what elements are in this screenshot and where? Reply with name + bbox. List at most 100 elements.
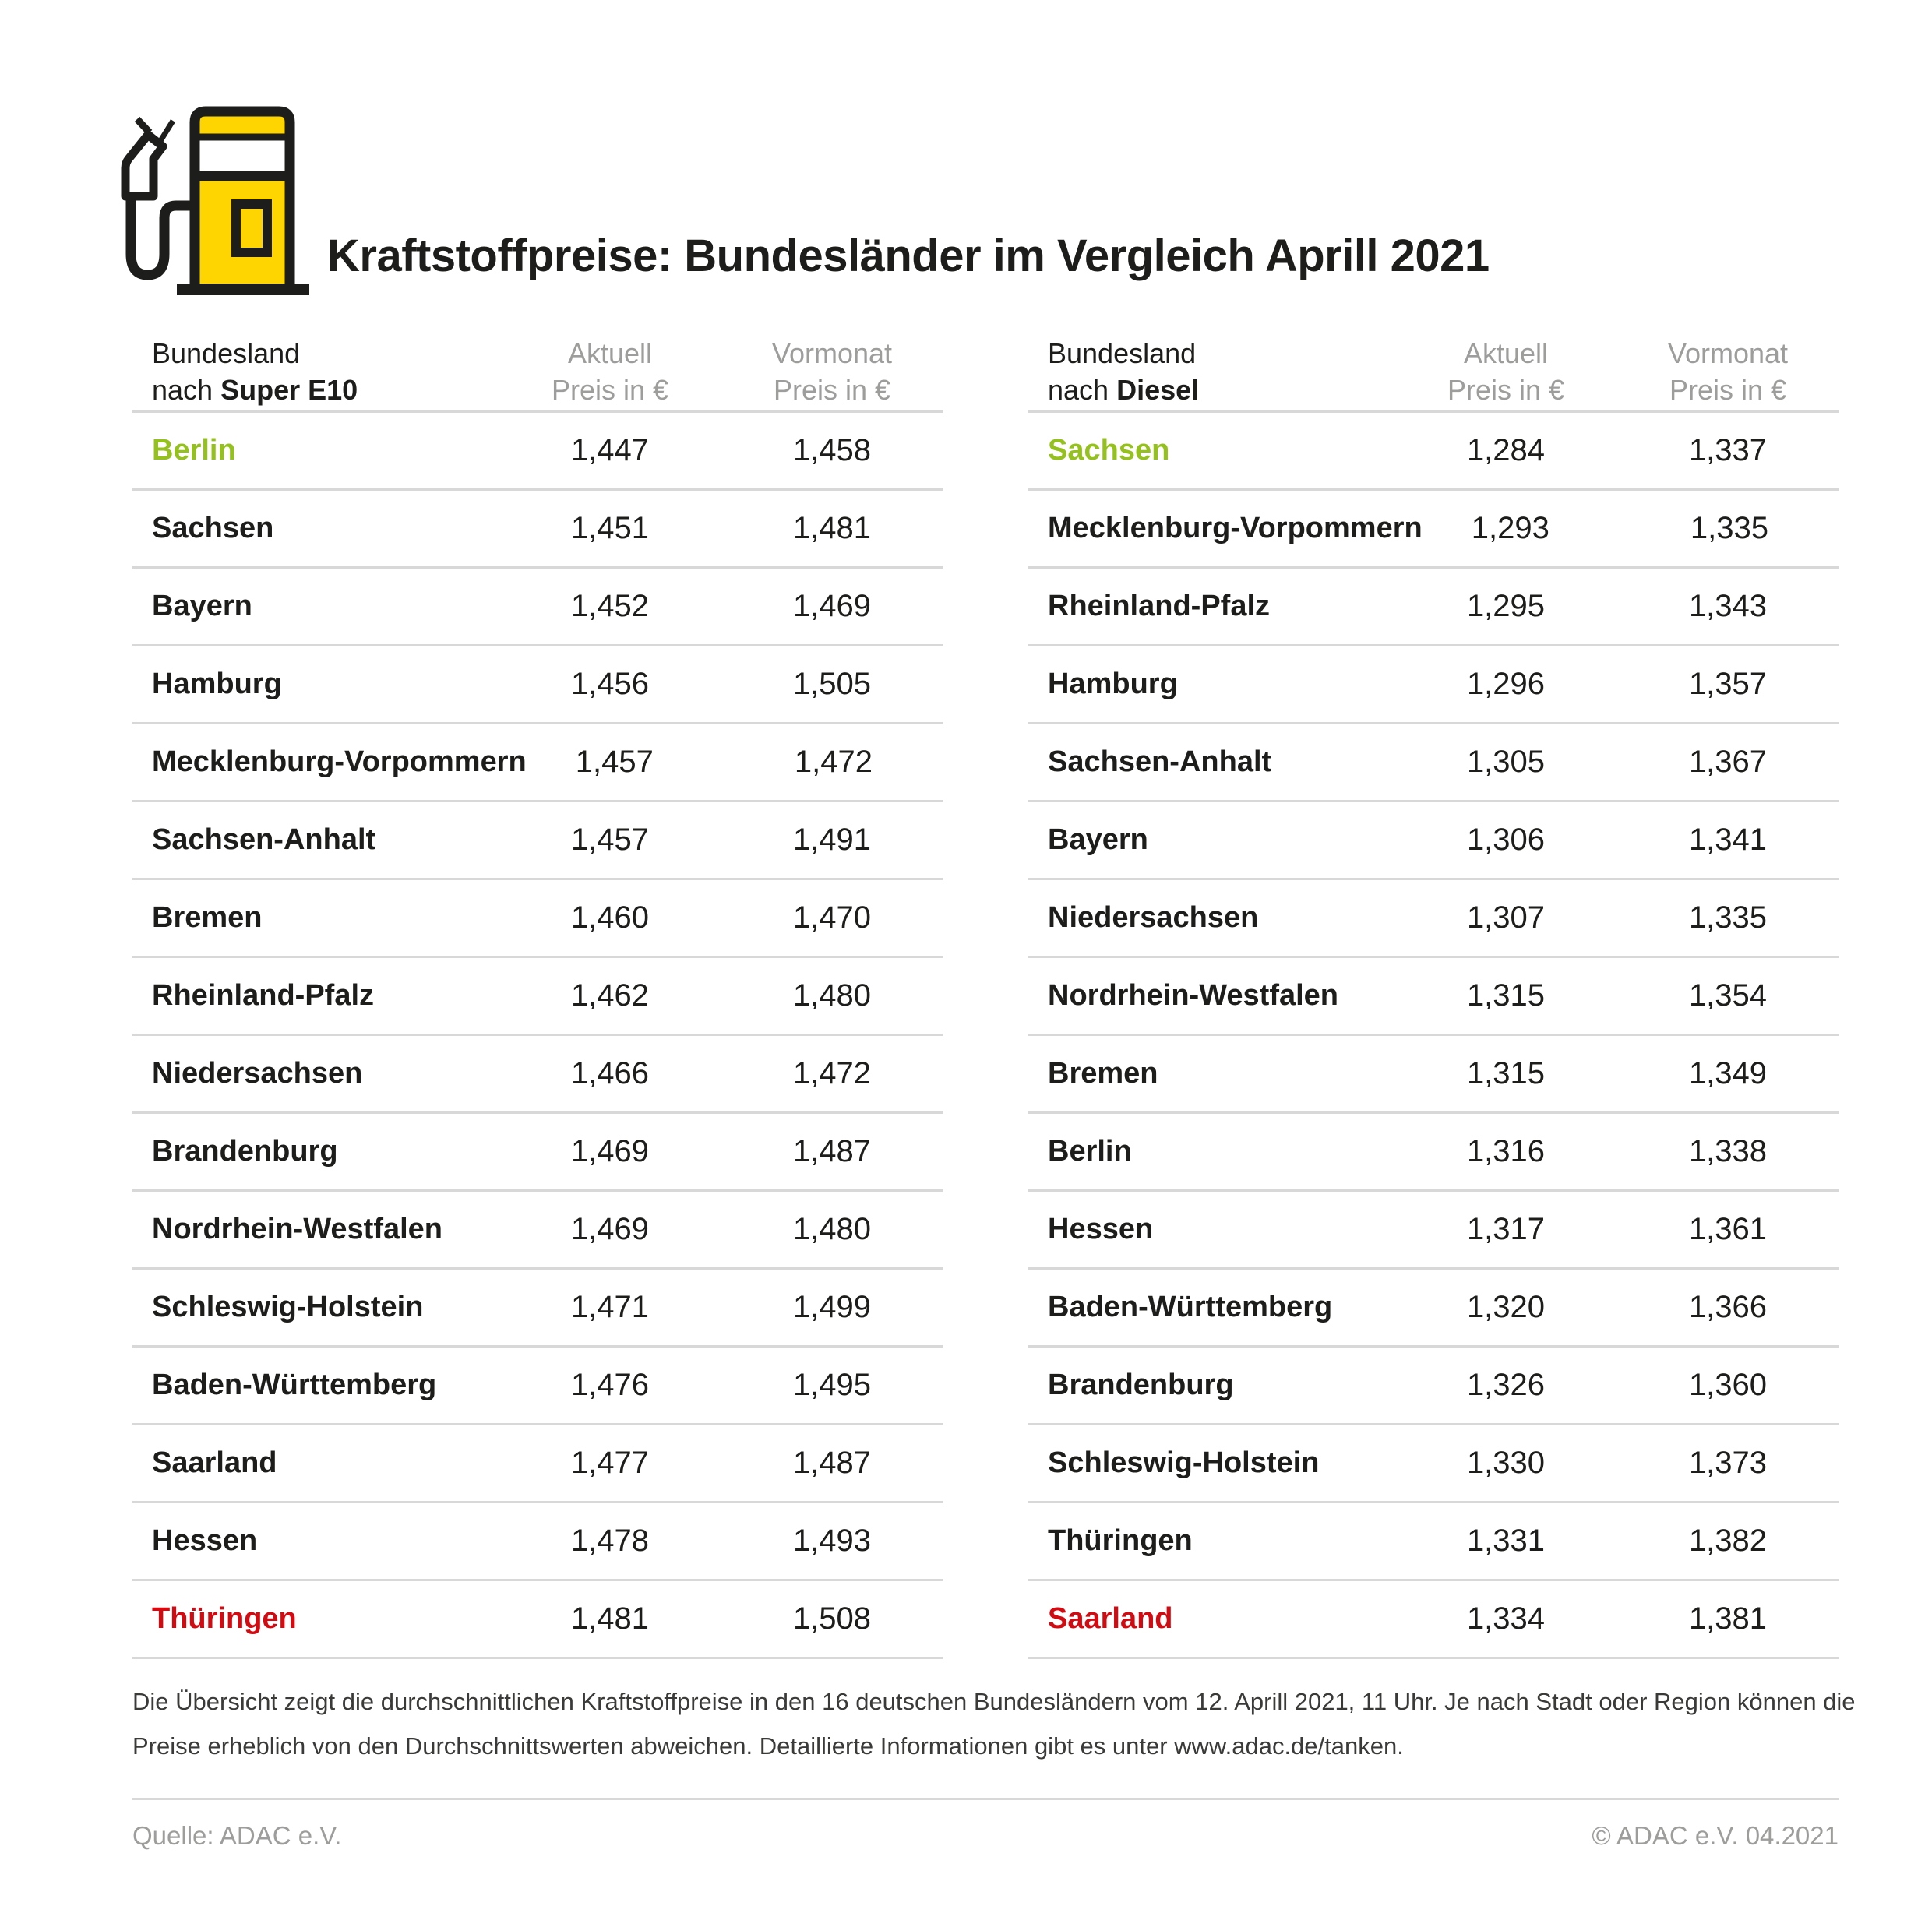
state-name: Bremen	[152, 901, 263, 934]
vormonat-price: 1,373	[1688, 1446, 1768, 1480]
table-row: Brandenburg 1,326 1,360	[1028, 1348, 1839, 1425]
aktuell-price: 1,334	[1466, 1601, 1546, 1636]
aktuell-price: 1,317	[1466, 1212, 1546, 1246]
aktuell-price: 1,456	[570, 667, 650, 701]
aktuell-price: 1,481	[570, 1601, 650, 1636]
state-name: Sachsen	[1048, 434, 1170, 467]
table-row: Sachsen-Anhalt 1,305 1,367	[1028, 724, 1839, 802]
table-header: Bundesland nach Diesel Aktuell Preis in …	[1028, 335, 1839, 413]
table-row: Thüringen 1,331 1,382	[1028, 1503, 1839, 1581]
column-header-bundesland: Bundesland nach Diesel	[1028, 335, 1416, 408]
vormonat-price: 1,472	[792, 1056, 872, 1090]
table-row: Sachsen-Anhalt 1,457 1,491	[132, 802, 943, 880]
state-name: Hamburg	[152, 668, 282, 700]
vormonat-price: 1,480	[792, 978, 872, 1013]
aktuell-price: 1,295	[1466, 589, 1546, 623]
table-row: Sachsen 1,451 1,481	[132, 491, 943, 569]
column-header-aktuell: Aktuell Preis in €	[551, 337, 669, 406]
super-e10-table: Bundesland nach Super E10 Aktuell Preis …	[132, 335, 943, 1659]
vormonat-price: 1,481	[792, 511, 872, 545]
vormonat-price: 1,367	[1688, 745, 1768, 779]
table-row: Niedersachsen 1,466 1,472	[132, 1036, 943, 1114]
table-row: Bayern 1,452 1,469	[132, 569, 943, 646]
state-name: Baden-Württemberg	[152, 1369, 437, 1401]
state-name: Hamburg	[1048, 668, 1178, 700]
state-name: Sachsen-Anhalt	[1048, 745, 1272, 778]
vormonat-price: 1,382	[1688, 1524, 1768, 1558]
table-row: Bremen 1,315 1,349	[1028, 1036, 1839, 1114]
footnote-line2: Preise erheblich von den Durchschnittswe…	[132, 1732, 1404, 1760]
vormonat-price: 1,495	[792, 1368, 872, 1402]
aktuell-price: 1,320	[1466, 1290, 1546, 1324]
aktuell-price: 1,326	[1466, 1368, 1546, 1402]
column-header-bundesland-line1: Bundesland	[152, 337, 301, 369]
vormonat-price: 1,335	[1688, 900, 1768, 935]
state-name: Bayern	[152, 590, 252, 622]
vormonat-price: 1,472	[794, 745, 873, 779]
vormonat-price: 1,337	[1688, 433, 1768, 467]
column-header-bundesland: Bundesland nach Super E10	[132, 335, 520, 408]
state-name: Thüringen	[1048, 1524, 1193, 1557]
aktuell-price: 1,460	[570, 900, 650, 935]
table-row: Niedersachsen 1,307 1,335	[1028, 880, 1839, 958]
vormonat-price: 1,343	[1688, 589, 1768, 623]
state-name: Hessen	[152, 1524, 258, 1557]
table-row: Hessen 1,478 1,493	[132, 1503, 943, 1581]
table-row: Mecklenburg-Vorpommern 1,293 1,335	[1028, 491, 1839, 569]
state-name: Baden-Württemberg	[1048, 1291, 1333, 1323]
vormonat-price: 1,354	[1688, 978, 1768, 1013]
vormonat-price: 1,470	[792, 900, 872, 935]
aktuell-price: 1,447	[570, 433, 650, 467]
aktuell-price: 1,471	[570, 1290, 650, 1324]
state-name: Bayern	[1048, 823, 1148, 856]
footer-divider	[132, 1798, 1839, 1800]
vormonat-price: 1,499	[792, 1290, 872, 1324]
aktuell-price: 1,293	[1471, 511, 1549, 545]
state-name: Brandenburg	[152, 1135, 338, 1168]
table-row: Baden-Württemberg 1,476 1,495	[132, 1348, 943, 1425]
table-row: Saarland 1,334 1,381	[1028, 1581, 1839, 1659]
aktuell-price: 1,316	[1466, 1134, 1546, 1168]
aktuell-price: 1,476	[570, 1368, 650, 1402]
aktuell-price: 1,296	[1466, 667, 1546, 701]
fuel-prefix: nach	[152, 374, 221, 406]
state-name: Schleswig-Holstein	[152, 1291, 424, 1323]
page-title: Kraftstoffpreise: Bundesländer im Vergle…	[327, 230, 1490, 281]
state-name: Niedersachsen	[1048, 901, 1259, 934]
state-name: Thüringen	[152, 1602, 297, 1635]
table-row: Schleswig-Holstein 1,330 1,373	[1028, 1425, 1839, 1503]
aktuell-price: 1,305	[1466, 745, 1546, 779]
aktuell-price: 1,469	[570, 1212, 650, 1246]
state-name: Rheinland-Pfalz	[152, 979, 375, 1012]
state-name: Sachsen-Anhalt	[152, 823, 376, 856]
aktuell-price: 1,457	[575, 745, 654, 779]
table-row: Sachsen 1,284 1,337	[1028, 413, 1839, 491]
aktuell-price: 1,307	[1466, 900, 1546, 935]
vormonat-price: 1,349	[1688, 1056, 1768, 1090]
vormonat-price: 1,381	[1688, 1601, 1768, 1636]
column-header-bundesland-line1: Bundesland	[1048, 337, 1197, 369]
table-row: Hamburg 1,456 1,505	[132, 646, 943, 724]
aktuell-price: 1,315	[1466, 978, 1546, 1013]
aktuell-price: 1,452	[570, 589, 650, 623]
state-name: Niedersachsen	[152, 1057, 363, 1090]
table-row: Brandenburg 1,469 1,487	[132, 1114, 943, 1192]
vormonat-price: 1,487	[792, 1446, 872, 1480]
column-header-vormonat: Vormonat Preis in €	[771, 337, 893, 406]
aktuell-price: 1,451	[570, 511, 650, 545]
vormonat-price: 1,493	[792, 1524, 872, 1558]
copyright-note: © ADAC e.V. 04.2021	[1592, 1821, 1839, 1850]
state-name: Rheinland-Pfalz	[1048, 590, 1271, 622]
vormonat-price: 1,458	[792, 433, 872, 467]
vormonat-price: 1,491	[792, 823, 872, 857]
table-row: Hessen 1,317 1,361	[1028, 1192, 1839, 1270]
table-row: Saarland 1,477 1,487	[132, 1425, 943, 1503]
state-name: Saarland	[1048, 1602, 1173, 1635]
state-name: Brandenburg	[1048, 1369, 1234, 1401]
table-row: Mecklenburg-Vorpommern 1,457 1,472	[132, 724, 943, 802]
table-row: Berlin 1,447 1,458	[132, 413, 943, 491]
table-row: Hamburg 1,296 1,357	[1028, 646, 1839, 724]
vormonat-price: 1,508	[792, 1601, 872, 1636]
table-row: Berlin 1,316 1,338	[1028, 1114, 1839, 1192]
